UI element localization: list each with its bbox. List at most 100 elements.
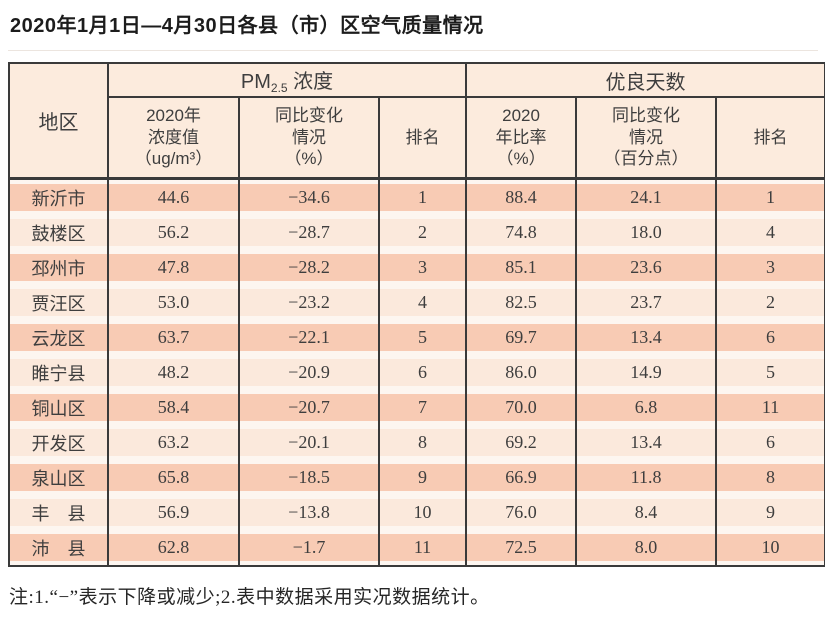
- gooddays-change-cell: 6.8: [577, 390, 718, 425]
- pm25-change-cell: −20.7: [240, 390, 380, 425]
- pm25-label-subscript: 2.5: [270, 81, 288, 95]
- gooddays-rank-cell: 11: [717, 390, 825, 425]
- subheader-gooddays-rate: 2020 年比率 （%）: [467, 98, 578, 180]
- subheader-gooddays-rank: 排名: [717, 98, 825, 180]
- region-cell: 新沂市: [10, 180, 109, 215]
- gooddays-rate-cell: 88.4: [467, 180, 578, 215]
- header-group-row: 地区 PM2.5 浓度 优良天数: [10, 64, 825, 180]
- table-row: 沛 县 62.8 −1.7 11 72.5 8.0 10: [10, 530, 825, 565]
- pm25-change-cell: −18.5: [240, 460, 380, 495]
- pm25-rank-cell: 6: [380, 355, 468, 390]
- gooddays-change-cell: 14.9: [577, 355, 718, 390]
- pm25-change-cell: −28.2: [240, 250, 380, 285]
- table-row: 丰 县 56.9 −13.8 10 76.0 8.4 9: [10, 495, 825, 530]
- gooddays-rank-cell: 4: [717, 215, 825, 250]
- gooddays-rank-cell: 6: [717, 320, 825, 355]
- region-cell: 云龙区: [10, 320, 109, 355]
- pm25-label-prefix: PM: [240, 71, 271, 93]
- pm25-rank-cell: 5: [380, 320, 468, 355]
- pm25-concentration-cell: 58.4: [109, 390, 240, 425]
- pm25-rank-cell: 10: [380, 495, 468, 530]
- region-cell: 邳州市: [10, 250, 109, 285]
- gooddays-rate-cell: 82.5: [467, 285, 578, 320]
- table-header: 地区 PM2.5 浓度 优良天数 2020年 浓度值 （ug/m³） 同比变化 …: [10, 64, 825, 180]
- header-sub-row: 2020年 浓度值 （ug/m³） 同比变化 情况 （%） 排名 2020 年比…: [10, 98, 825, 180]
- pm25-rank-cell: 1: [380, 180, 468, 215]
- table-row: 开发区 63.2 −20.1 8 69.2 13.4 6: [10, 425, 825, 460]
- table-row: 泉山区 65.8 −18.5 9 66.9 11.8 8: [10, 460, 825, 495]
- pm25-change-cell: −23.2: [240, 285, 380, 320]
- gooddays-rate-cell: 76.0: [467, 495, 578, 530]
- gooddays-change-cell: 23.7: [577, 285, 718, 320]
- pm25-rank-cell: 9: [380, 460, 468, 495]
- gooddays-change-cell: 18.0: [577, 215, 718, 250]
- subheader-pm25-rank: 排名: [380, 98, 468, 180]
- pm25-change-cell: −20.1: [240, 425, 380, 460]
- pm25-change-cell: −20.9: [240, 355, 380, 390]
- pm25-concentration-cell: 63.7: [109, 320, 240, 355]
- pm25-concentration-cell: 47.8: [109, 250, 240, 285]
- pm25-rank-cell: 7: [380, 390, 468, 425]
- pm25-concentration-cell: 63.2: [109, 425, 240, 460]
- gooddays-rank-cell: 8: [717, 460, 825, 495]
- pm25-concentration-cell: 62.8: [109, 530, 240, 565]
- pm25-change-cell: −1.7: [240, 530, 380, 565]
- gooddays-rate-cell: 69.2: [467, 425, 578, 460]
- gooddays-change-cell: 13.4: [577, 320, 718, 355]
- header-region: 地区: [10, 64, 109, 180]
- gooddays-rank-cell: 5: [717, 355, 825, 390]
- air-quality-table: 地区 PM2.5 浓度 优良天数 2020年 浓度值 （ug/m³） 同比变化 …: [8, 62, 825, 567]
- pm25-concentration-cell: 44.6: [109, 180, 240, 215]
- gooddays-rate-cell: 72.5: [467, 530, 578, 565]
- table-row: 鼓楼区 56.2 −28.7 2 74.8 18.0 4: [10, 215, 825, 250]
- pm25-label-suffix: 浓度: [287, 71, 334, 93]
- gooddays-change-cell: 24.1: [577, 180, 718, 215]
- footnote: 注:1.“−”表示下降或减少;2.表中数据采用实况数据统计。: [9, 587, 490, 608]
- table-row: 睢宁县 48.2 −20.9 6 86.0 14.9 5: [10, 355, 825, 390]
- region-cell: 鼓楼区: [10, 215, 109, 250]
- gooddays-change-cell: 23.6: [577, 250, 718, 285]
- page-title: 2020年1月1日—4月30日各县（市）区空气质量情况: [10, 15, 484, 37]
- gooddays-rate-cell: 69.7: [467, 320, 578, 355]
- gooddays-rank-cell: 9: [717, 495, 825, 530]
- gooddays-rate-cell: 86.0: [467, 355, 578, 390]
- table-row: 新沂市 44.6 −34.6 1 88.4 24.1 1: [10, 180, 825, 215]
- subheader-pm25-change: 同比变化 情况 （%）: [240, 98, 380, 180]
- pm25-concentration-cell: 48.2: [109, 355, 240, 390]
- table-row: 邳州市 47.8 −28.2 3 85.1 23.6 3: [10, 250, 825, 285]
- pm25-rank-cell: 2: [380, 215, 468, 250]
- pm25-change-cell: −28.7: [240, 215, 380, 250]
- pm25-change-cell: −22.1: [240, 320, 380, 355]
- region-cell: 丰 县: [10, 495, 109, 530]
- pm25-concentration-cell: 56.9: [109, 495, 240, 530]
- pm25-change-cell: −34.6: [240, 180, 380, 215]
- gooddays-change-cell: 13.4: [577, 425, 718, 460]
- region-cell: 泉山区: [10, 460, 109, 495]
- gooddays-rank-cell: 2: [717, 285, 825, 320]
- pm25-concentration-cell: 65.8: [109, 460, 240, 495]
- pm25-concentration-cell: 53.0: [109, 285, 240, 320]
- gooddays-rate-cell: 66.9: [467, 460, 578, 495]
- region-cell: 开发区: [10, 425, 109, 460]
- pm25-change-cell: −13.8: [240, 495, 380, 530]
- table-row: 铜山区 58.4 −20.7 7 70.0 6.8 11: [10, 390, 825, 425]
- region-cell: 沛 县: [10, 530, 109, 565]
- title-separator: [8, 50, 818, 51]
- pm25-rank-cell: 3: [380, 250, 468, 285]
- subheader-pm25-concentration: 2020年 浓度值 （ug/m³）: [109, 98, 240, 180]
- gooddays-change-cell: 8.0: [577, 530, 718, 565]
- gooddays-change-cell: 8.4: [577, 495, 718, 530]
- gooddays-rate-cell: 70.0: [467, 390, 578, 425]
- pm25-rank-cell: 8: [380, 425, 468, 460]
- header-group-pm25: PM2.5 浓度: [109, 64, 468, 98]
- pm25-concentration-cell: 56.2: [109, 215, 240, 250]
- region-cell: 贾汪区: [10, 285, 109, 320]
- gooddays-rate-cell: 74.8: [467, 215, 578, 250]
- gooddays-rank-cell: 6: [717, 425, 825, 460]
- gooddays-rate-cell: 85.1: [467, 250, 578, 285]
- gooddays-change-cell: 11.8: [577, 460, 718, 495]
- subheader-gooddays-change: 同比变化 情况 （百分点）: [577, 98, 718, 180]
- pm25-rank-cell: 4: [380, 285, 468, 320]
- table-body: 新沂市 44.6 −34.6 1 88.4 24.1 1 鼓楼区 56.2 −2…: [10, 180, 825, 565]
